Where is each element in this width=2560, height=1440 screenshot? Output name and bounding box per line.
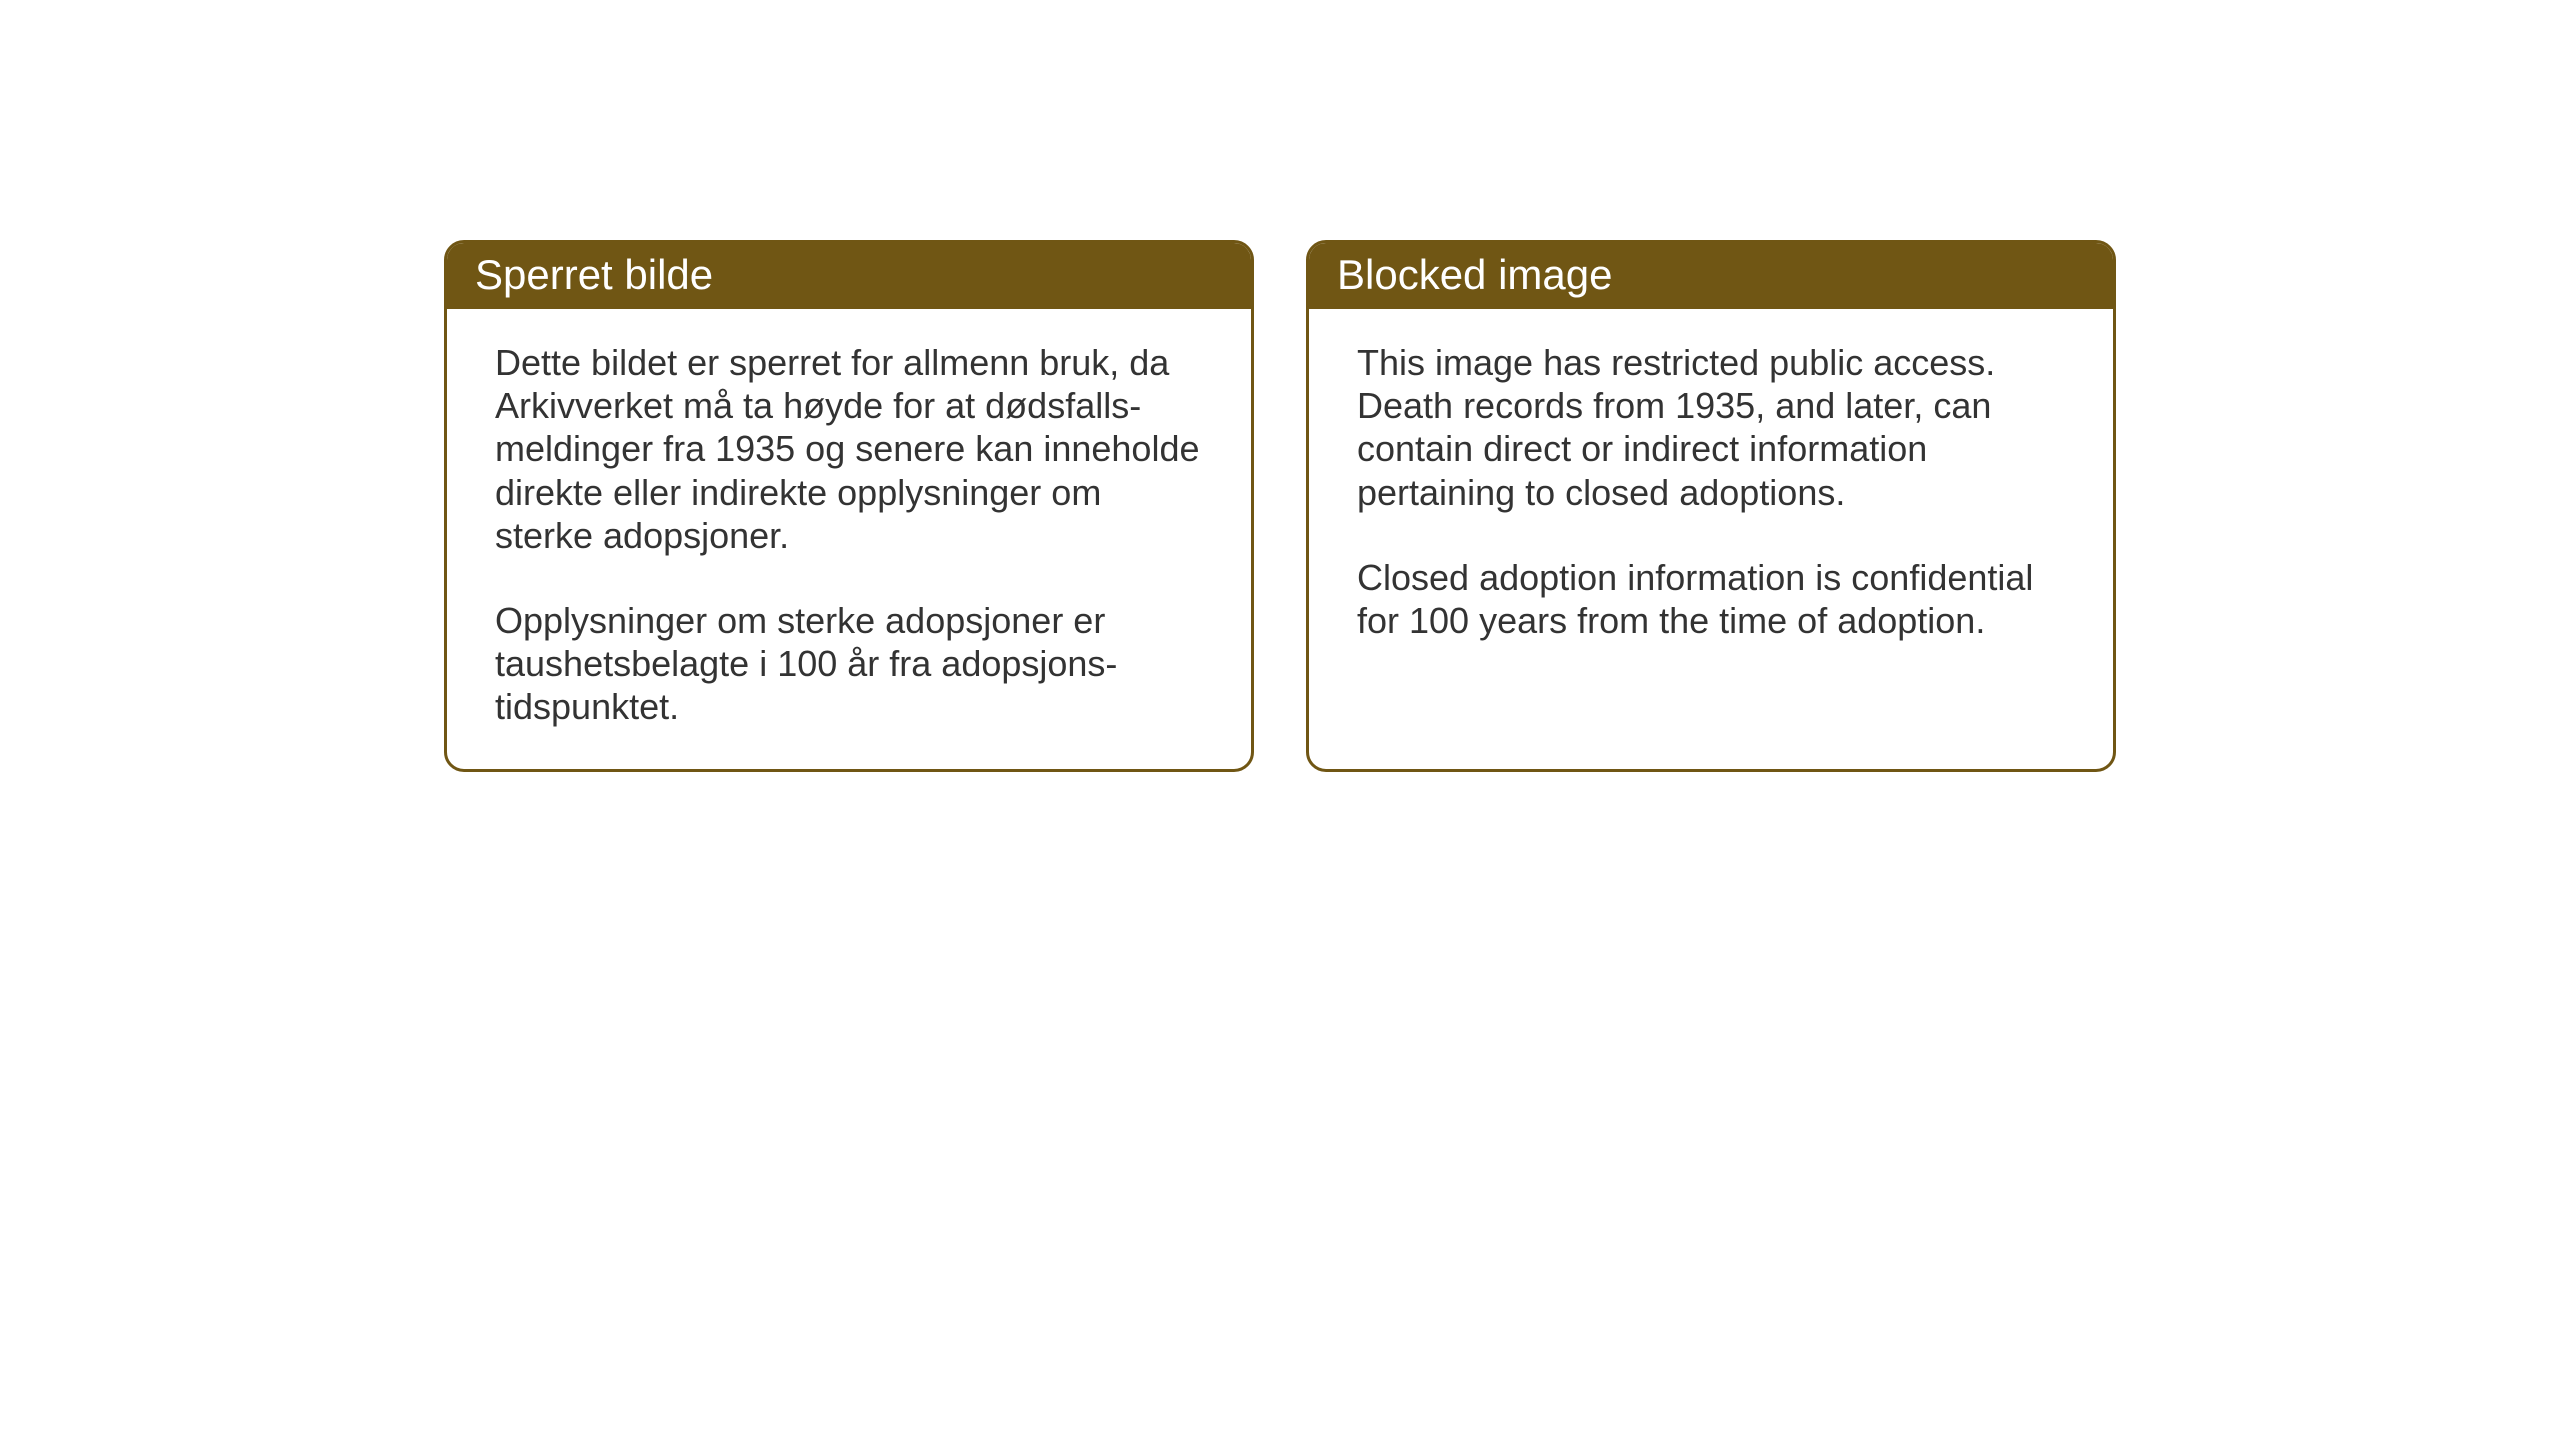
notice-box-norwegian: Sperret bilde Dette bildet er sperret fo… [444,240,1254,772]
notice-paragraph-2-english: Closed adoption information is confident… [1357,556,2065,642]
notice-body-english: This image has restricted public access.… [1309,309,2113,682]
notice-paragraph-2-norwegian: Opplysninger om sterke adopsjoner er tau… [495,599,1203,729]
notice-header-norwegian: Sperret bilde [447,243,1251,309]
notice-header-english: Blocked image [1309,243,2113,309]
notice-box-english: Blocked image This image has restricted … [1306,240,2116,772]
notice-paragraph-1-norwegian: Dette bildet er sperret for allmenn bruk… [495,341,1203,557]
notice-container: Sperret bilde Dette bildet er sperret fo… [444,240,2116,772]
notice-paragraph-1-english: This image has restricted public access.… [1357,341,2065,514]
notice-body-norwegian: Dette bildet er sperret for allmenn bruk… [447,309,1251,769]
